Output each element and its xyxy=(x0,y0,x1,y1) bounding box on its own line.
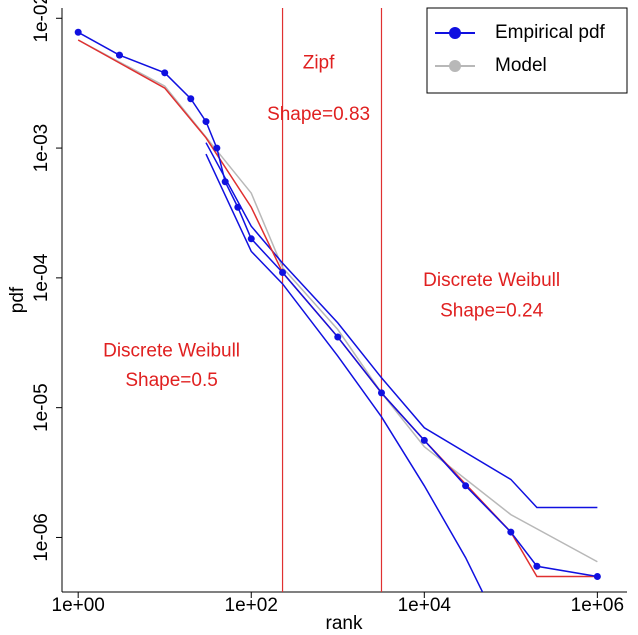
y-tick-label: 1e-05 xyxy=(31,383,52,432)
data-point xyxy=(247,235,255,243)
data-point xyxy=(221,178,229,186)
annotation: Discrete Weibull xyxy=(423,270,560,291)
data-point xyxy=(462,482,470,490)
y-tick-label: 1e-04 xyxy=(31,253,52,302)
y-tick-label: 1e-02 xyxy=(31,0,52,43)
data-point xyxy=(74,28,82,36)
data-point xyxy=(279,268,287,276)
y-axis-label: pdf xyxy=(7,286,28,313)
data-point xyxy=(115,51,123,59)
data-point xyxy=(420,436,428,444)
annotation: Shape=0.5 xyxy=(125,370,217,391)
data-point xyxy=(593,573,601,581)
data-point xyxy=(507,528,515,536)
data-point xyxy=(334,333,342,341)
data-point xyxy=(377,389,385,397)
annotation: Zipf xyxy=(303,52,335,73)
y-tick-label: 1e-03 xyxy=(31,124,52,173)
data-point xyxy=(533,562,541,570)
x-tick-label: 1e+02 xyxy=(225,595,278,616)
legend-label: Empirical pdf xyxy=(495,22,606,43)
annotation: Discrete Weibull xyxy=(103,341,240,362)
data-point xyxy=(161,69,169,77)
legend-swatch xyxy=(449,27,461,39)
legend-box xyxy=(426,7,628,94)
data-point xyxy=(202,118,210,126)
data-point xyxy=(213,144,221,152)
annotation: Shape=0.24 xyxy=(440,301,543,322)
x-tick-label: 1e+00 xyxy=(52,595,105,616)
legend-swatch xyxy=(449,60,461,72)
annotation: Shape=0.83 xyxy=(267,104,370,125)
data-point xyxy=(187,95,195,103)
plot-area xyxy=(74,8,601,592)
series-line xyxy=(205,153,484,592)
legend-label: Model xyxy=(495,55,547,76)
x-tick-label: 1e+04 xyxy=(398,595,452,616)
series-line xyxy=(205,142,598,509)
y-tick-label: 1e-06 xyxy=(31,513,52,562)
data-point xyxy=(234,203,242,211)
x-tick-label: 1e+06 xyxy=(571,595,624,616)
x-axis-label: rank xyxy=(326,613,363,634)
